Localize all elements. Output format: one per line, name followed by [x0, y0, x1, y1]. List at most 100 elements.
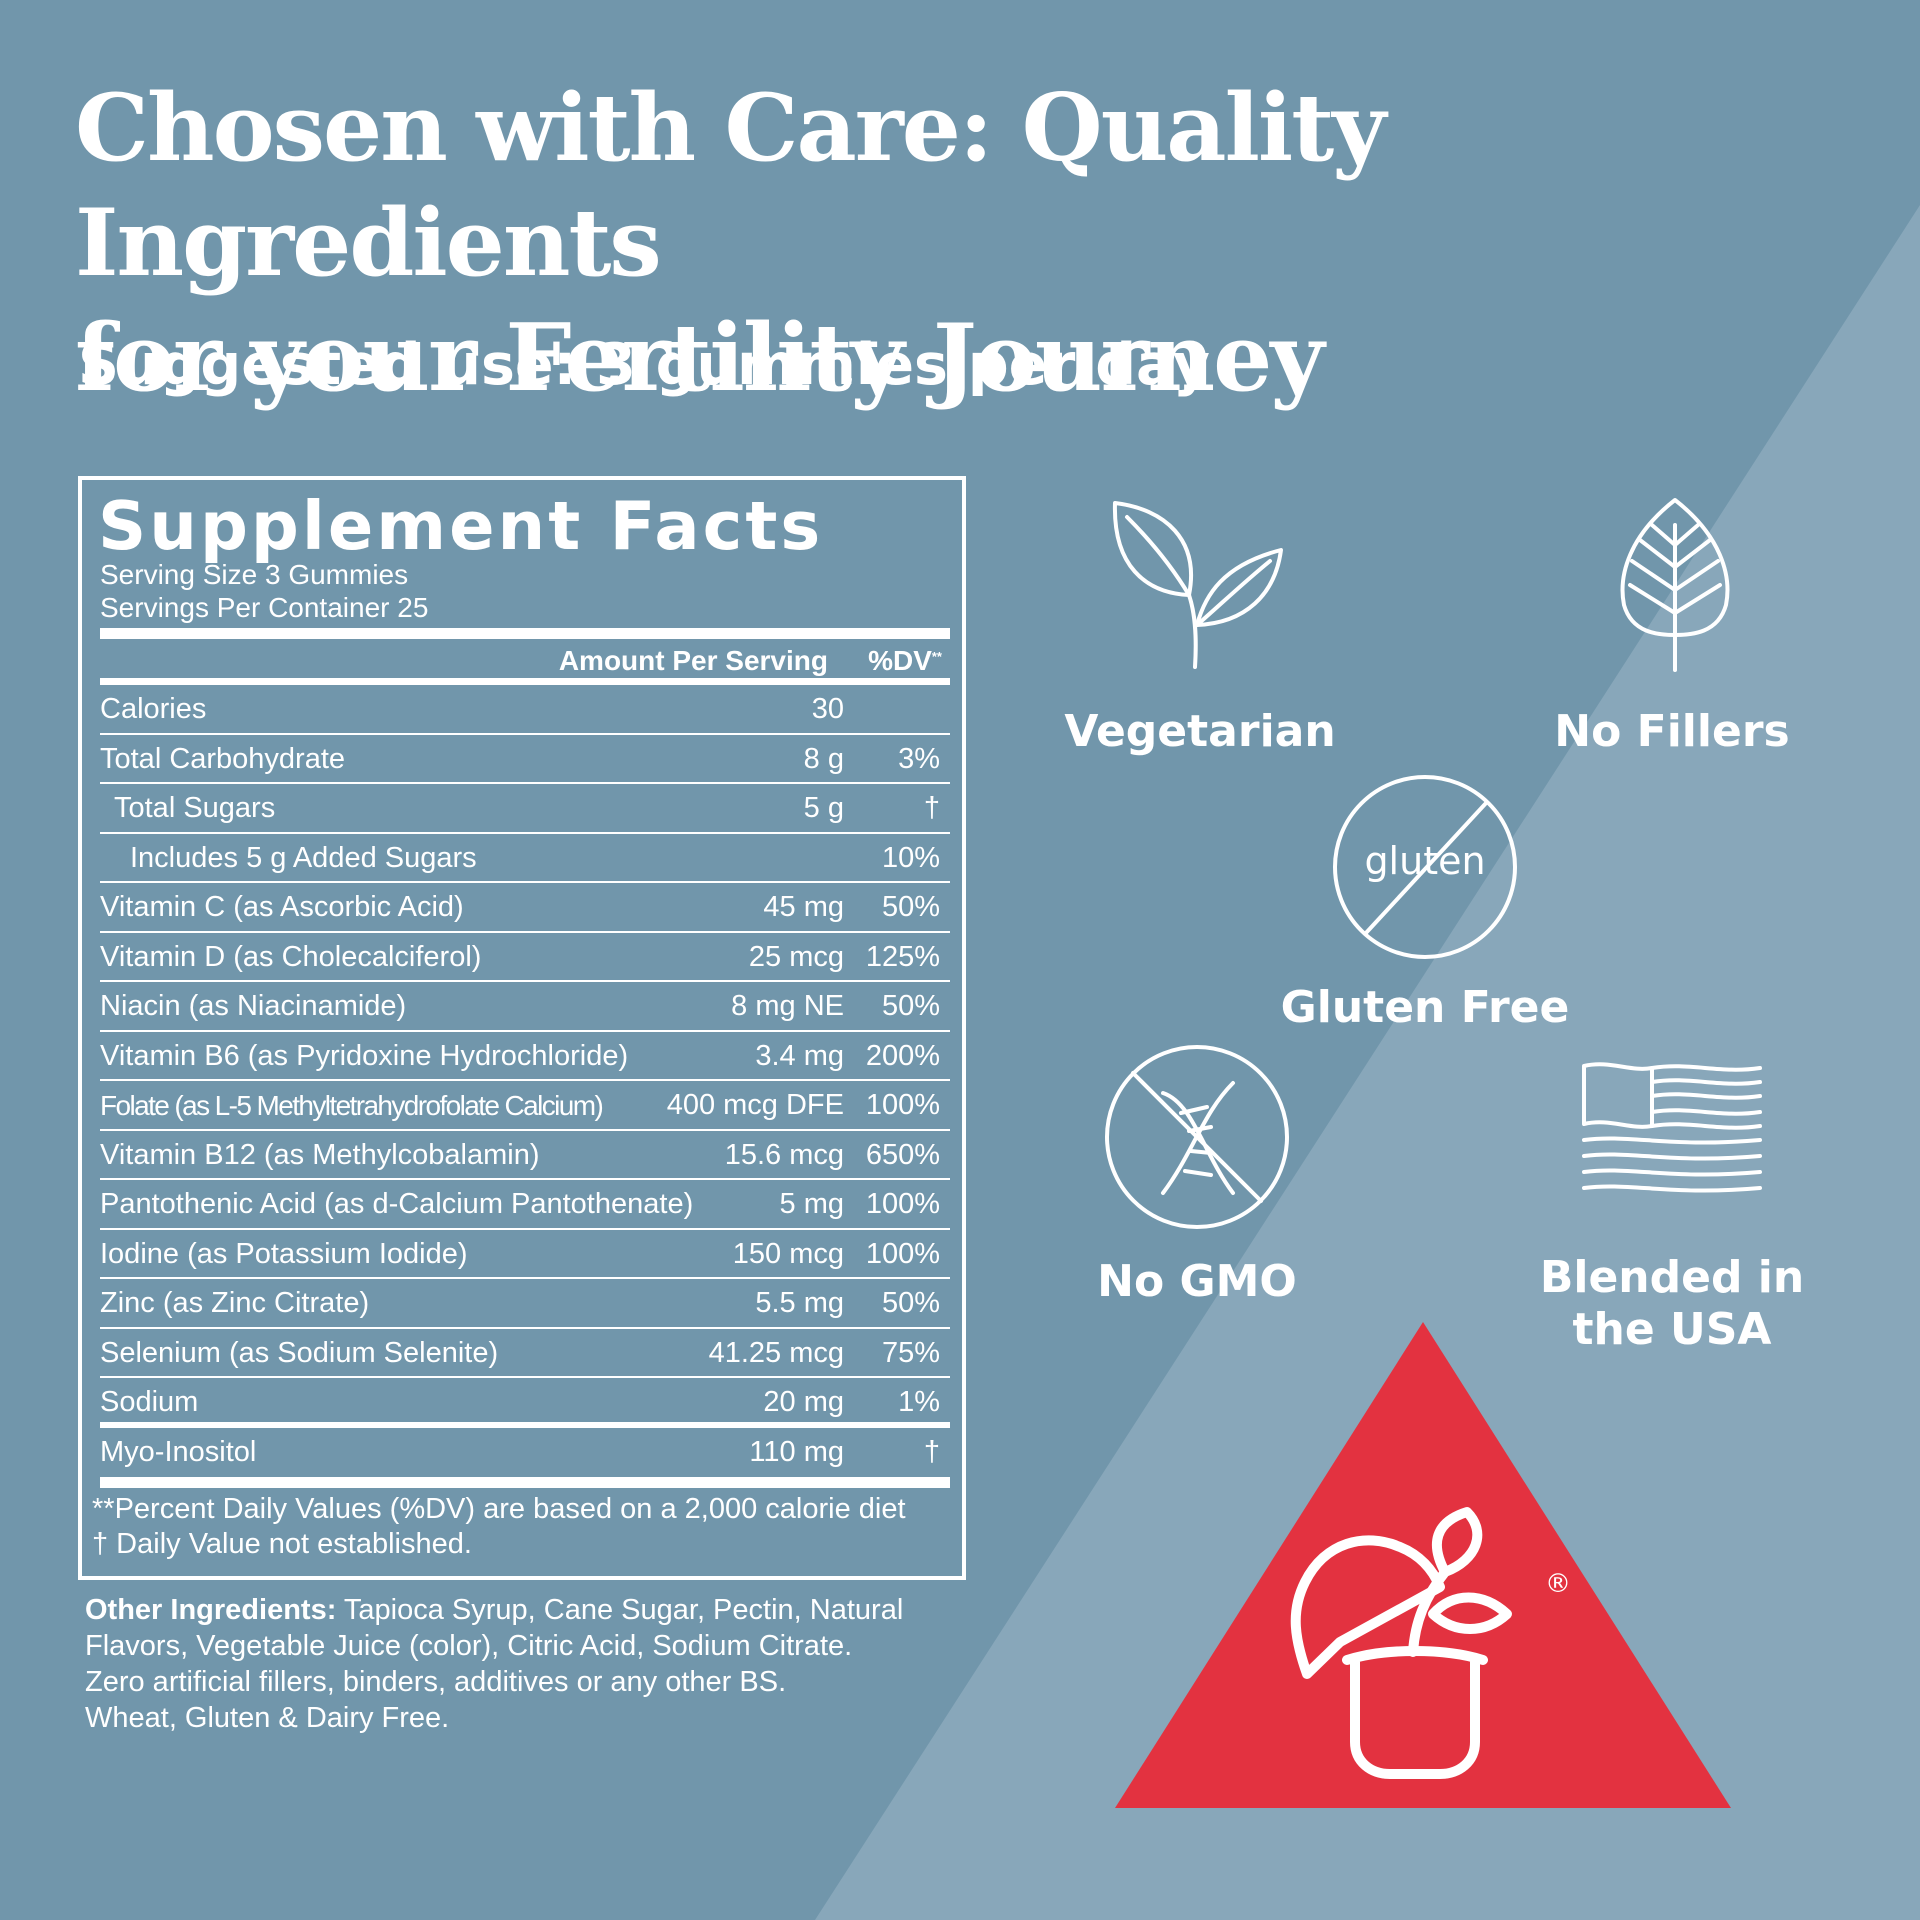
- nutrient-name: Zinc (as Zinc Citrate): [100, 1287, 370, 1319]
- facts-row: Iodine (as Potassium Iodide) 150 mcg 100%: [100, 1230, 950, 1279]
- nutrient-dv: 3%: [898, 742, 940, 775]
- dv-header: %DV**: [868, 646, 942, 676]
- supplement-facts-title: Supplement Facts: [98, 487, 824, 565]
- facts-row: Myo-Inositol 110 mg †: [100, 1428, 950, 1478]
- nutrient-amount: 25 mcg: [748, 940, 844, 973]
- nutrient-name: Iodine (as Potassium Iodide): [100, 1237, 468, 1270]
- nutrient-amount: 3.4 mg: [755, 1039, 844, 1072]
- nutrient-amount: 5.5 mg: [755, 1287, 844, 1319]
- facts-row: Niacin (as Niacinamide) 8 mg NE 50%: [100, 982, 950, 1032]
- nutrient-amount: 30: [811, 693, 844, 725]
- facts-row: Pantothenic Acid (as d-Calcium Pantothen…: [100, 1180, 950, 1230]
- facts-row: Includes 5 g Added Sugars 10%: [100, 834, 950, 883]
- nutrient-name: Pantothenic Acid (as d-Calcium Pantothen…: [100, 1188, 694, 1220]
- nutrient-name: Vitamin B6 (as Pyridoxine Hydrochloride): [100, 1039, 629, 1072]
- other-ingredients-list: Tapioca Syrup, Cane Sugar, Pectin, Natur…: [85, 1594, 904, 1662]
- other-ingredients-label: Other Ingredients:: [85, 1594, 337, 1626]
- nutrient-name: Myo-Inositol: [100, 1435, 257, 1468]
- brand-logo: ®: [1115, 1322, 1731, 1808]
- nutrient-name: Vitamin C (as Ascorbic Acid): [100, 891, 464, 923]
- nutrient-dv: †: [923, 1435, 940, 1468]
- facts-rows: Calories 30 Total Carbohydrate 8 g 3% Total…: [100, 685, 950, 1477]
- usa-label-line-1: Blended in: [1539, 1252, 1805, 1303]
- gluten-icon-text: gluten: [1364, 839, 1486, 883]
- nutrient-name: Folate (as L-5 Methyltetrahydrofolate Ca…: [100, 1090, 604, 1121]
- nutrient-dv: 50%: [881, 891, 940, 923]
- nutrient-name: Niacin (as Niacinamide): [100, 990, 407, 1022]
- facts-row: Total Carbohydrate 8 g 3%: [100, 735, 950, 784]
- no-dna-icon: [1105, 1045, 1289, 1229]
- serving-size: Serving Size 3 Gummies: [100, 559, 409, 590]
- amount-per-serving-header: Amount Per Serving: [558, 645, 828, 676]
- thick-rule: [100, 628, 950, 639]
- vegetarian-label: Vegetarian: [1064, 706, 1336, 757]
- facts-row: Sodium 20 mg 1%: [100, 1378, 950, 1428]
- dv-header-mark: **: [931, 649, 942, 664]
- nutrient-amount: 150 mcg: [732, 1237, 844, 1270]
- nutrient-amount: 400 mcg DFE: [666, 1089, 844, 1121]
- facts-row: Zinc (as Zinc Citrate) 5.5 mg 50%: [100, 1279, 950, 1329]
- nutrient-amount: 8 mg NE: [731, 990, 844, 1022]
- nutrient-name: Total Sugars: [114, 792, 276, 824]
- nutrient-amount: 45 mg: [763, 891, 844, 923]
- nutrient-amount: 41.25 mcg: [708, 1336, 844, 1369]
- nutrient-amount: 15.6 mcg: [724, 1138, 844, 1171]
- leaves-icon: [1112, 501, 1283, 669]
- facts-row: Vitamin C (as Ascorbic Acid) 45 mg 50%: [100, 883, 950, 933]
- usa-label-line-2: the USA: [1572, 1304, 1772, 1355]
- nutrient-dv: 100%: [865, 1188, 940, 1220]
- nutrient-name: Total Carbohydrate: [100, 742, 346, 775]
- nutrient-amount: 110 mg: [749, 1435, 844, 1468]
- nutrient-dv: 75%: [881, 1336, 940, 1369]
- nutrient-dv: †: [923, 792, 940, 824]
- no-gluten-icon: gluten: [1332, 774, 1518, 960]
- nutrient-name: Selenium (as Sodium Selenite): [100, 1336, 499, 1369]
- nutrient-dv: 50%: [881, 1287, 940, 1319]
- nutrient-dv: 125%: [865, 940, 940, 973]
- header-rule: [100, 678, 950, 685]
- gluten-free-label: Gluten Free: [1280, 982, 1570, 1033]
- no-fillers-statement: Zero artificial fillers, binders, additi…: [85, 1666, 787, 1698]
- headline-line-1: Chosen with Care: Quality Ingredients: [75, 73, 1386, 297]
- capsule-plant-logo: [1290, 1507, 1512, 1779]
- facts-row: Calories 30: [100, 685, 950, 735]
- nutrient-amount: 5 mg: [779, 1188, 844, 1220]
- allergen-statement: Wheat, Gluten & Dairy Free.: [85, 1702, 450, 1734]
- nutrient-dv: 10%: [881, 841, 940, 874]
- nutrient-amount: 8 g: [803, 742, 844, 775]
- nutrient-amount: 5 g: [803, 792, 844, 824]
- facts-row: Folate (as L-5 Methyltetrahydrofolate Ca…: [100, 1081, 950, 1131]
- facts-row: Total Sugars 5 g †: [100, 784, 950, 834]
- nutrient-dv: 100%: [865, 1089, 940, 1121]
- no-gmo-label: No GMO: [1097, 1256, 1297, 1307]
- supplement-facts-panel: Supplement Facts Serving Size 3 Gummies …: [78, 476, 966, 1580]
- usa-label: Blended in the USA: [1522, 1252, 1822, 1356]
- facts-row: Vitamin B12 (as Methylcobalamin) 15.6 mcg…: [100, 1131, 950, 1180]
- other-ingredients-text: Other Ingredients: Tapioca Syrup, Cane S…: [85, 1592, 985, 1664]
- registered-mark: ®: [1545, 1569, 1571, 1599]
- nutrient-name: Vitamin D (as Cholecalciferol): [100, 940, 482, 973]
- headline-line-2: for your Fertility Journey: [75, 303, 1324, 412]
- nutrient-amount: 20 mg: [763, 1386, 844, 1418]
- nutrient-name: Includes 5 g Added Sugars: [130, 841, 477, 874]
- nutrient-dv: 200%: [865, 1039, 940, 1072]
- serving-info: Serving Size 3 Gummies Servings Per Cont…: [100, 558, 428, 624]
- nutrient-dv: 1%: [898, 1386, 940, 1418]
- headline: Chosen with Care: Quality Ingredients fo…: [75, 70, 1875, 415]
- footer-rule: [100, 1477, 950, 1488]
- leaf-icon: [1620, 498, 1730, 672]
- dv-header-label: %DV: [868, 645, 932, 676]
- facts-row: Vitamin B6 (as Pyridoxine Hydrochloride)…: [100, 1032, 950, 1081]
- servings-per-container: Servings Per Container 25: [100, 592, 429, 623]
- nutrient-dv: 650%: [865, 1138, 940, 1171]
- nutrient-dv: 50%: [881, 990, 940, 1022]
- flag-icon: [1582, 1062, 1762, 1193]
- nutrient-name: Vitamin B12 (as Methylcobalamin): [100, 1138, 540, 1171]
- other-ingredients: Other Ingredients: Tapioca Syrup, Cane S…: [85, 1592, 985, 1736]
- footnote-dagger: † Daily Value not established.: [92, 1528, 472, 1560]
- facts-row: Selenium (as Sodium Selenite) 41.25 mcg 75…: [100, 1329, 950, 1378]
- no-fillers-label: No Fillers: [1554, 706, 1790, 757]
- footnote-dv: **Percent Daily Values (%DV) are based o…: [92, 1493, 906, 1525]
- facts-row: Vitamin D (as Cholecalciferol) 25 mcg 125%: [100, 933, 950, 982]
